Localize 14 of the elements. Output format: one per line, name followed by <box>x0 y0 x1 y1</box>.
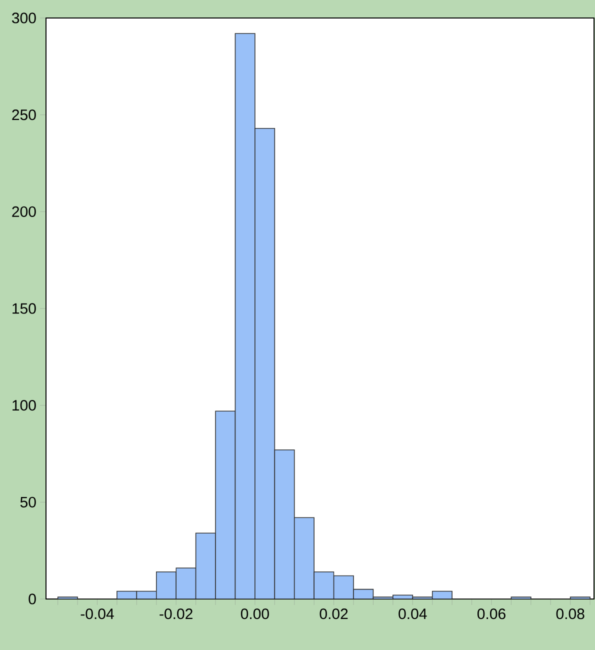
x-tick-label: 0.00 <box>240 608 269 620</box>
y-tick-label: 200 <box>12 206 36 217</box>
x-tick-label: 0.02 <box>320 608 348 620</box>
y-tick-label: 250 <box>12 110 36 120</box>
y-tick-label: 50 <box>20 496 36 508</box>
x-tick-label: -0.02 <box>160 608 192 620</box>
x-tick-label: 0.06 <box>477 608 506 620</box>
y-tick-label: 300 <box>12 12 36 24</box>
y-tick-label: 150 <box>12 303 36 314</box>
text: -0.04 <box>80 608 114 620</box>
x-tick-label: 0.04 <box>398 608 427 620</box>
x-tick-label: 0.08 <box>556 608 584 620</box>
y-tick-label: 100 <box>12 400 36 411</box>
y-tick-label: 0 <box>28 594 36 604</box>
